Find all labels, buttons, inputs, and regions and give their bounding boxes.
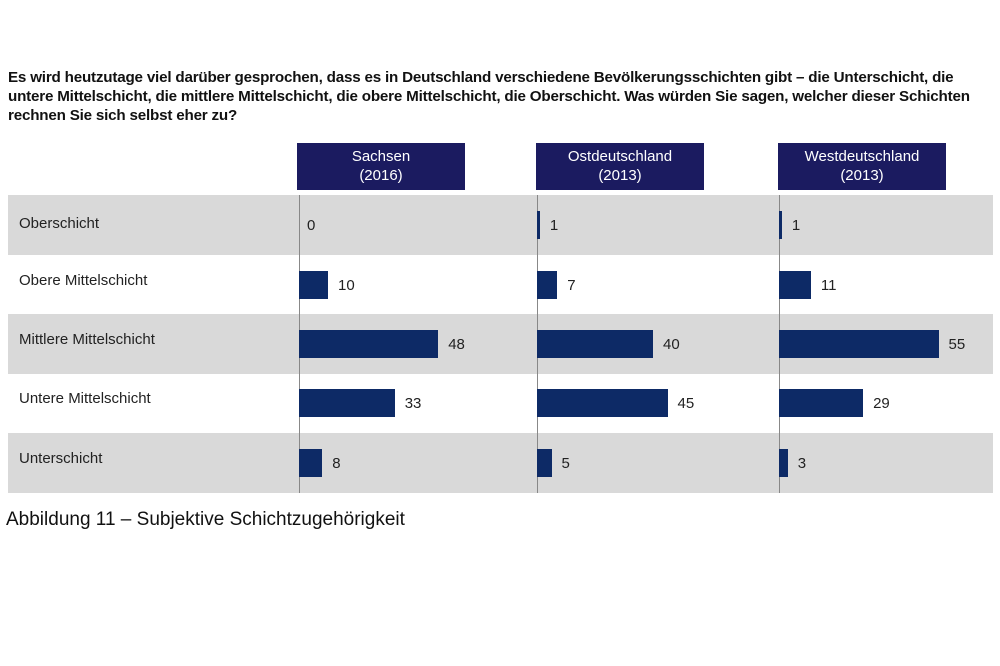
data-label: 3 — [797, 455, 807, 472]
category-label: Obere Mittelschicht — [19, 272, 148, 289]
series-header-line1: Westdeutschland — [804, 148, 920, 165]
category-label: Mittlere Mittelschicht — [19, 331, 155, 348]
series-header: Westdeutschland (2013) — [778, 143, 946, 190]
series-header-line2: (2013) — [598, 167, 642, 184]
bar — [299, 330, 439, 358]
series-header: Ostdeutschland (2013) — [536, 143, 704, 190]
bar — [537, 389, 668, 417]
data-label: 10 — [338, 277, 355, 294]
data-label: 1 — [791, 217, 801, 234]
bar — [537, 330, 653, 358]
bar — [537, 211, 540, 239]
data-label: 5 — [561, 455, 570, 472]
data-label: 33 — [404, 395, 422, 412]
series-header-line1: Ostdeutschland — [567, 148, 673, 165]
data-label: 7 — [567, 277, 576, 294]
bar — [299, 271, 328, 299]
bar — [779, 330, 939, 358]
series-header-line2: (2013) — [840, 167, 884, 184]
data-label: 0 — [307, 217, 316, 234]
data-label: 55 — [948, 336, 966, 353]
series-header-line2: (2016) — [359, 167, 403, 184]
data-label: 8 — [332, 455, 341, 472]
data-label: 40 — [663, 336, 680, 353]
data-label: 48 — [448, 336, 465, 353]
category-label: Oberschicht — [19, 215, 100, 232]
category-row: Obere Mittelschicht — [8, 255, 993, 315]
bar — [537, 449, 552, 477]
bar — [779, 211, 782, 239]
data-label: 1 — [549, 217, 559, 234]
category-row: Untere Mittelschicht — [8, 373, 993, 433]
series-header-line1: Sachsen — [351, 148, 411, 165]
bar — [537, 271, 558, 299]
category-row: Oberschicht — [8, 195, 993, 255]
category-row: Unterschicht — [8, 433, 993, 493]
bar — [779, 389, 864, 417]
question-text: Es wird heutzutage viel darüber gesproch… — [8, 69, 970, 124]
data-label: 11 — [820, 277, 837, 294]
bar — [779, 449, 788, 477]
bar — [299, 389, 395, 417]
category-label: Unterschicht — [19, 450, 103, 467]
figure-caption: Abbildung 11 – Subjektive Schichtzugehör… — [6, 509, 405, 530]
series-header: Sachsen (2016) — [297, 143, 465, 190]
bar — [299, 449, 323, 477]
data-label: 45 — [677, 395, 695, 412]
data-label: 29 — [873, 395, 890, 412]
bar — [779, 271, 811, 299]
category-label: Untere Mittelschicht — [19, 390, 151, 407]
